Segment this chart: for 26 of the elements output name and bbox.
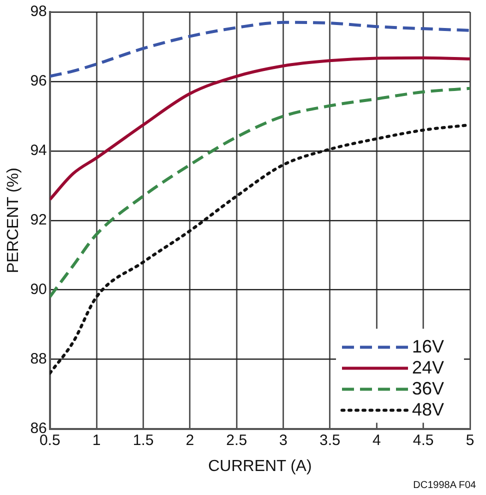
y-tick-label: 94 (30, 142, 47, 160)
y-tick-label: 88 (30, 350, 47, 368)
x-tick-label: 5 (466, 432, 474, 449)
x-tick-label: 4.5 (412, 432, 434, 449)
x-tick-label: 3.5 (320, 432, 340, 449)
line-series (50, 20, 470, 78)
x-tick-label: 1 (92, 432, 101, 449)
y-axis-title: PERCENT (%) (5, 168, 22, 274)
x-tick-label: 3 (279, 432, 288, 449)
y-tick-label: 92 (30, 212, 47, 229)
x-tick-label: 1.5 (132, 432, 154, 449)
y-tick-label: 96 (30, 72, 47, 90)
y-tick-label: 90 (30, 281, 47, 298)
line-series (50, 86, 470, 298)
y-tick-label: 98 (30, 3, 47, 20)
x-tick-label: 2 (186, 432, 194, 449)
legend-label: 16V (412, 336, 444, 356)
line-series (50, 56, 470, 202)
x-tick-label: 0.5 (39, 432, 60, 449)
legend-label: 36V (412, 378, 444, 398)
x-axis-title: CURRENT (A) (208, 458, 312, 475)
x-tick-label: 4 (372, 432, 381, 449)
x-tick-label: 2.5 (226, 432, 248, 449)
text: DC1998A F04 (413, 480, 476, 491)
legend-label: 48V (412, 399, 444, 420)
legend-label: 24V (412, 357, 444, 378)
